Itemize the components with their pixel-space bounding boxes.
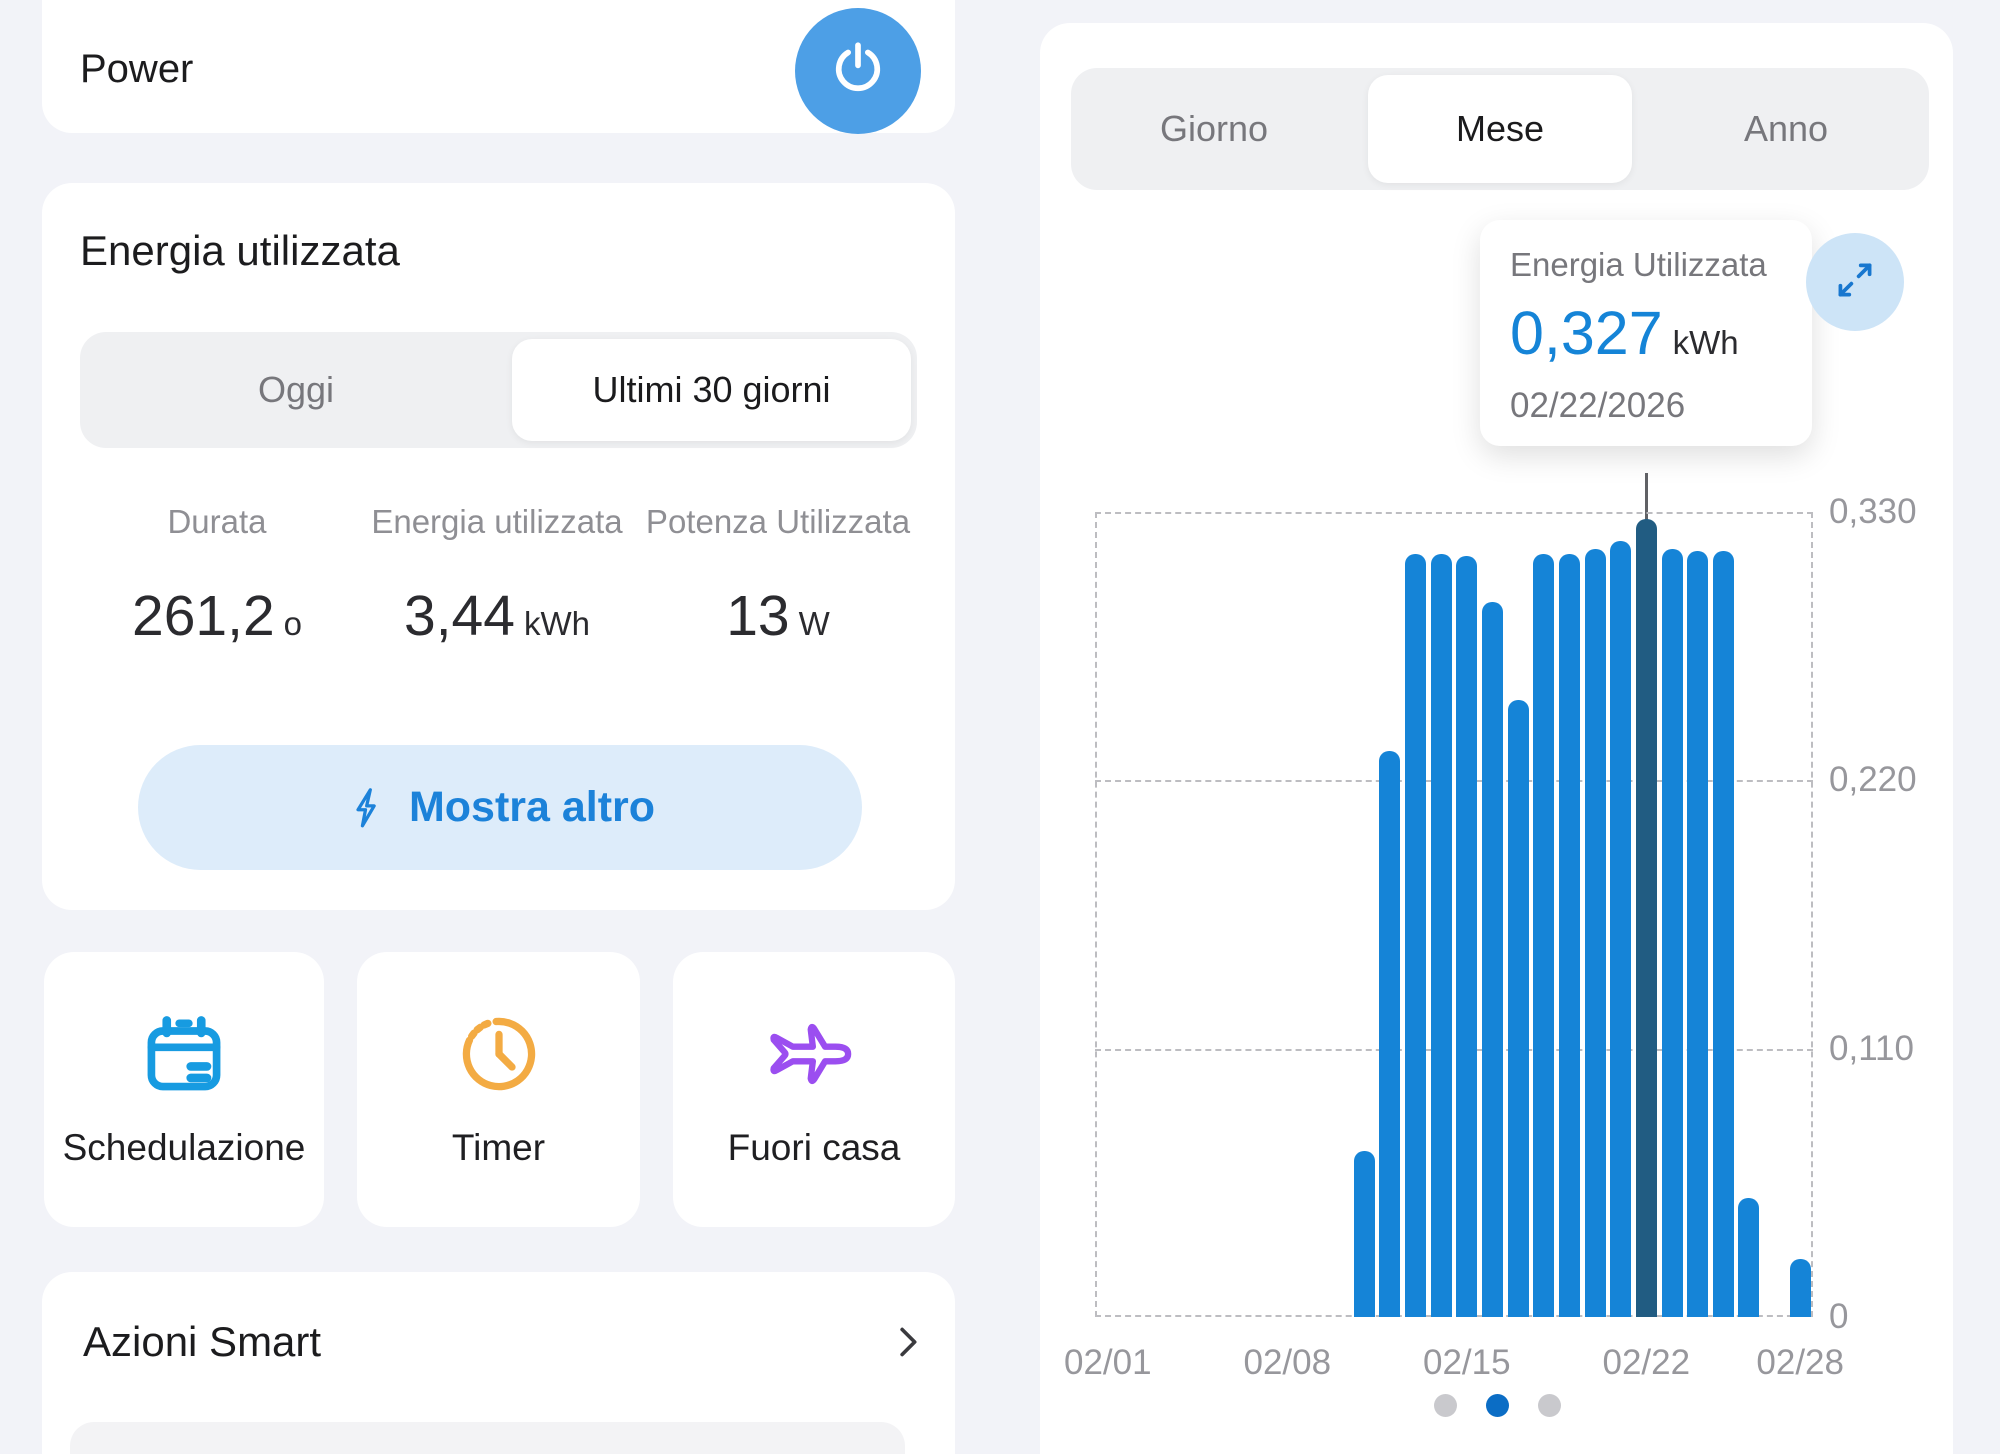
energy-range-tabs: Oggi Ultimi 30 giorni — [80, 332, 917, 448]
tab-oggi[interactable]: Oggi — [257, 369, 335, 410]
tooltip-value: 0,327 — [1510, 299, 1663, 367]
tab-ultimi-30-giorni-pill — [512, 339, 911, 441]
bar[interactable] — [1507, 699, 1529, 1317]
bar[interactable] — [1584, 548, 1606, 1317]
tab-giorno[interactable]: Giorno — [1159, 108, 1269, 149]
quick-action-timer[interactable]: Timer — [357, 952, 640, 1227]
x-axis-tick-label: 02/22 — [1602, 1343, 1691, 1382]
show-more-label: Mostra altro — [408, 783, 656, 831]
power-card-title: Power — [80, 47, 194, 91]
expand-chart-button[interactable] — [1806, 233, 1904, 331]
bar[interactable] — [1379, 751, 1401, 1317]
tab-anno[interactable]: Anno — [1743, 108, 1829, 149]
energy-chart-card: Giorno Mese Anno Energia Utilizzata 0,32… — [1040, 23, 1953, 1454]
x-axis-tick-label: 02/01 — [1064, 1343, 1152, 1382]
clock-icon — [453, 1008, 545, 1105]
smart-actions-card[interactable]: Azioni Smart — [42, 1272, 955, 1454]
tooltip-date: 02/22/2026 — [1510, 386, 1686, 425]
quick-action-schedulazione-label: Schedulazione — [62, 1127, 306, 1168]
pagination-dot[interactable] — [1434, 1394, 1457, 1417]
stat-potenza-label: Potenza Utilizzata — [645, 503, 911, 540]
bar[interactable] — [1610, 541, 1632, 1317]
stat-potenza-value: 13 — [726, 584, 790, 648]
bar[interactable] — [1687, 551, 1709, 1317]
bar[interactable] — [1738, 1197, 1760, 1317]
bar[interactable] — [1456, 555, 1478, 1317]
tab-ultimi-30-giorni[interactable]: Ultimi 30 giorni — [592, 369, 831, 410]
stat-potenza: Potenza Utilizzata 13 W — [646, 503, 910, 649]
tooltip-label: Energia Utilizzata — [1510, 246, 1767, 283]
chart-cursor-line — [1645, 473, 1648, 547]
bolt-icon — [345, 785, 391, 831]
quick-action-fuori-casa[interactable]: Fuori casa — [673, 952, 955, 1227]
bar-selected[interactable] — [1635, 519, 1657, 1317]
stat-durata-label: Durata — [167, 503, 267, 540]
bar[interactable] — [1558, 553, 1580, 1317]
show-more-button[interactable]: Mostra altro — [138, 745, 862, 870]
energy-card-title: Energia utilizzata — [80, 227, 400, 274]
stat-potenza-unit: W — [798, 605, 830, 642]
bar[interactable] — [1405, 553, 1426, 1317]
y-axis-tick-label: 0,220 — [1829, 760, 1917, 800]
quick-action-timer-label: Timer — [451, 1127, 546, 1168]
stat-energia-unit: kWh — [523, 605, 590, 642]
bar[interactable] — [1661, 548, 1683, 1317]
stat-energia: Energia utilizzata 3,44 kWh — [371, 503, 622, 649]
power-toggle-button[interactable] — [795, 8, 921, 134]
power-icon — [827, 38, 889, 105]
chart-plot-area[interactable] — [1095, 512, 1813, 1317]
bar[interactable] — [1712, 551, 1734, 1317]
chart-period-tabs: Giorno Mese Anno — [1071, 68, 1929, 190]
pagination-dot-active[interactable] — [1486, 1394, 1509, 1417]
stat-durata: Durata 261,2 o — [132, 503, 302, 649]
stat-energia-label: Energia utilizzata — [371, 503, 623, 540]
bar[interactable] — [1789, 1258, 1811, 1317]
chart-tooltip: Energia Utilizzata 0,327 kWh 02/22/2026 — [1480, 220, 1812, 446]
power-card: Power — [42, 0, 955, 134]
x-axis-tick-label: 02/15 — [1423, 1343, 1511, 1382]
airplane-icon — [768, 1008, 860, 1105]
chevron-right-icon — [888, 1322, 928, 1367]
y-axis-tick-label: 0,330 — [1829, 492, 1917, 531]
y-axis-tick-label: 0 — [1829, 1297, 1849, 1336]
bar[interactable] — [1353, 1151, 1375, 1317]
x-axis-tick-label: 02/08 — [1243, 1343, 1332, 1382]
quick-action-fuori-casa-label: Fuori casa — [727, 1127, 901, 1168]
expand-arrows-icon — [1830, 255, 1880, 310]
pagination-dot[interactable] — [1538, 1394, 1561, 1417]
quick-action-schedulazione[interactable]: Schedulazione — [44, 952, 324, 1227]
tab-mese[interactable]: Mese — [1455, 108, 1545, 149]
energy-used-card: Energia utilizzata Oggi Ultimi 30 giorni… — [42, 183, 955, 910]
pagination-dots — [1434, 1394, 1561, 1417]
stat-energia-value: 3,44 — [404, 584, 515, 648]
bar[interactable] — [1533, 553, 1555, 1317]
tab-mese-pill — [1368, 75, 1632, 183]
y-axis-tick-label: 0,110 — [1829, 1028, 1914, 1068]
stat-durata-value: 261,2 — [132, 584, 275, 648]
tooltip-unit: kWh — [1672, 324, 1739, 361]
stat-durata-unit: o — [283, 605, 302, 642]
calendar-icon — [138, 1008, 230, 1105]
x-axis-tick-label: 02/28 — [1756, 1343, 1844, 1382]
bar[interactable] — [1482, 602, 1503, 1317]
bar[interactable] — [1430, 553, 1452, 1317]
smart-actions-subpanel — [70, 1422, 905, 1454]
smart-actions-title: Azioni Smart — [83, 1318, 322, 1365]
